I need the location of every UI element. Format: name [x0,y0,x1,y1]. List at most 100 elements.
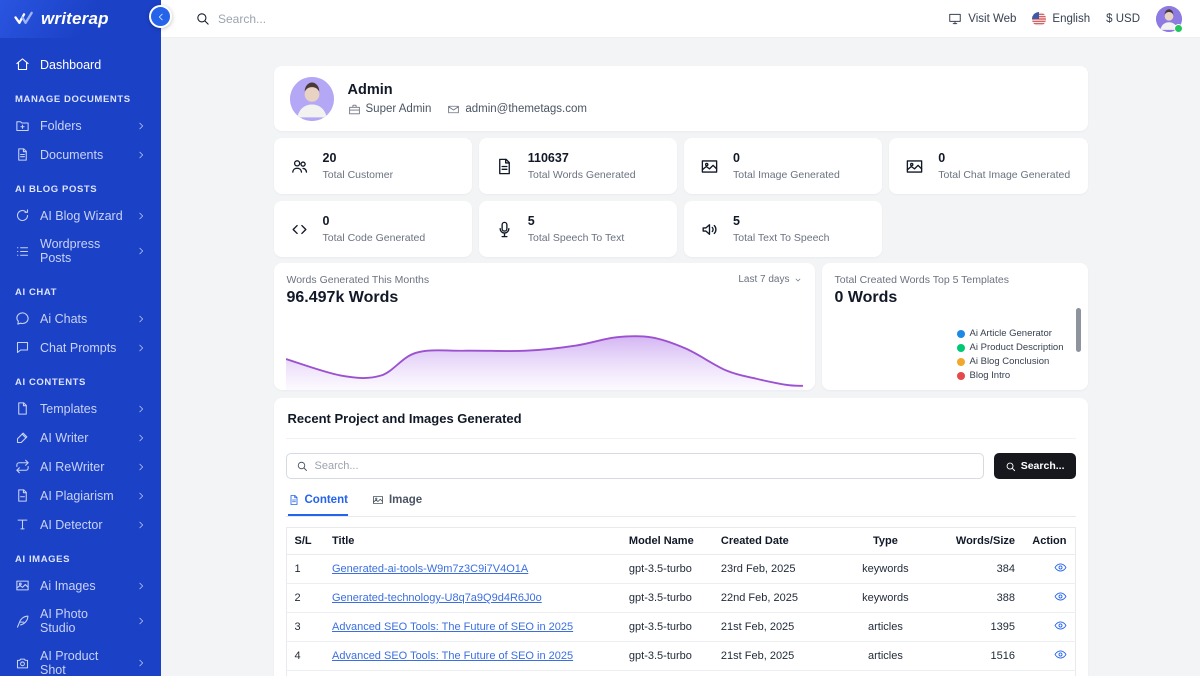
sidebar-item[interactable]: Templates [0,394,161,423]
legend-color-dot [956,329,965,338]
legend-color-dot [956,371,965,380]
sidebar-item[interactable]: Chat Prompts [0,333,161,362]
sidebar-item[interactable]: AI Writer [0,423,161,452]
sidebar-item[interactable]: AI Plagiarism [0,481,161,510]
view-button[interactable] [1054,648,1067,661]
profile-info: Admin Super Admin admin@themetags.com [348,82,587,116]
chevron-left-icon [156,12,166,22]
sidebar-item[interactable]: AI ReWriter [0,452,161,481]
sidebar-item[interactable]: Wordpress Posts [0,230,161,272]
chart-title: Total Created Words Top 5 Templates [834,274,1010,286]
chevron-right-icon [136,246,146,256]
chart-legend: Ai Article Generator Ai Product Descript… [956,328,1064,381]
tab-image[interactable]: Image [372,494,422,516]
stat-card: 0 Total Code Generated [273,201,472,257]
sidebar-item[interactable]: Folders [0,111,161,140]
brand-logo[interactable]: writerap [0,0,161,38]
sidebar-collapse-button[interactable] [149,5,172,28]
image-icon [373,496,383,504]
search-button[interactable]: Search... [993,453,1076,479]
project-title-link[interactable]: Advanced SEO Tools: The Future of SEO in… [332,621,574,633]
cell-model: gpt-3.5-turbo [620,641,713,671]
table-search-input[interactable] [314,460,974,472]
cell-type: keywords [822,583,948,613]
recent-projects-table: S/L Title Model Name Created Date Type W… [285,527,1076,676]
currency-selector[interactable]: $ USD [1106,13,1140,25]
view-button[interactable] [1054,590,1067,603]
stat-card: 0 Total Image Generated [684,138,883,194]
sidebar-item-dashboard[interactable]: Dashboard [0,50,161,79]
sidebar-item[interactable]: AI Product Shot [0,642,161,676]
charts-row: Words Generated This Months 96.497k Word… [273,263,1088,390]
sidebar-group-ai-contents: AI CONTENTS Templates AI Writer [0,362,161,539]
date-range-label: Last 7 days [738,274,790,285]
table-row: 2 Generated-technology-U8q7a9Q9d4R6J0o g… [286,583,1075,613]
stat-value: 0 [322,214,330,228]
chevron-right-icon [136,150,146,160]
sidebar-item[interactable]: AI Blog Wizard [0,201,161,230]
user-avatar[interactable] [1156,5,1183,33]
legend-item: Ai Blog Conclusion [956,356,1064,367]
sidebar-item[interactable]: Documents [0,140,161,169]
cell-sl: 3 [286,612,324,642]
chevron-right-icon [136,433,146,443]
sidebar-item-label: AI Photo Studio [40,607,88,635]
view-button[interactable] [1054,619,1067,632]
table-row: 3 Advanced SEO Tools: The Future of SEO … [286,612,1075,642]
stat-label: Total Customer [322,169,394,181]
stat-value: 0 [938,151,946,165]
stat-icon [290,157,309,176]
table-row: 4 Advanced SEO Tools: The Future of SEO … [286,641,1075,671]
sidebar-item-icon [15,244,30,259]
monitor-icon [949,13,961,24]
tab-content[interactable]: Content [287,494,348,516]
legend-label: Ai Product Description [969,342,1064,353]
project-title-link[interactable]: Generated-ai-tools-W9m7z3C9i7V4O1A [332,563,529,575]
cell-type: articles [822,641,948,671]
stat-card: 5 Total Speech To Text [478,201,677,257]
stat-label: Total Code Generated [322,232,426,244]
cell-sl: 5 [286,670,324,676]
writerap-logo-icon [14,11,33,24]
stats-grid: 20 Total Customer 110637 Total Words Gen… [273,138,1088,257]
cell-sl: 4 [286,641,324,671]
sidebar-item-icon [15,340,30,355]
legend-scrollbar[interactable] [1075,308,1081,352]
profile-card: Admin Super Admin admin@themetags.com [273,66,1088,131]
sidebar-item[interactable]: Ai Images [0,571,161,600]
legend-label: Blog Intro [969,370,1011,381]
sidebar-item-label: Wordpress Posts [40,237,101,265]
stat-icon [700,157,719,176]
cell-model: gpt-3.5-turbo [620,670,713,676]
date-range-dropdown[interactable]: Last 7 days [738,274,801,285]
stat-icon [495,220,514,239]
main-area: Visit Web English $ USD [161,0,1200,676]
sidebar-section-title: AI IMAGES [15,554,71,565]
sidebar-group-items: AI Blog Wizard Wordpress Posts [0,201,161,272]
sidebar-item[interactable]: AI Detector [0,510,161,539]
stat-card: 20 Total Customer [273,138,472,194]
sidebar-item-icon [15,401,30,416]
view-button[interactable] [1054,561,1067,574]
project-title-link[interactable]: Generated-technology-U8q7a9Q9d4R6J0o [332,592,542,604]
cell-words: 388 [947,583,1023,613]
sidebar-item[interactable]: Ai Chats [0,304,161,333]
stat-card: 0 Total Chat Image Generated [889,138,1088,194]
sidebar-group-items: Templates AI Writer AI ReWriter [0,394,161,539]
project-title-link[interactable]: Advanced SEO Tools: The Future of SEO in… [332,650,574,662]
col-model: Model Name [620,527,713,555]
briefcase-icon [348,104,360,114]
sidebar-item[interactable]: AI Photo Studio [0,600,161,642]
legend-item: Blog Intro [956,370,1064,381]
language-selector[interactable]: English [1032,11,1090,26]
recent-section-heading: Recent Project and Images Generated [285,411,1076,439]
search-icon [1006,462,1015,471]
chevron-right-icon [136,121,146,131]
visit-web-link[interactable]: Visit Web [948,12,1016,26]
table-row: 5 Advanced SEO Tools: The Future of SEO … [286,670,1075,676]
cell-type: keywords [822,554,948,584]
topbar-search-input[interactable] [218,11,478,26]
eye-icon [1054,621,1066,630]
topbar-search [195,11,940,26]
